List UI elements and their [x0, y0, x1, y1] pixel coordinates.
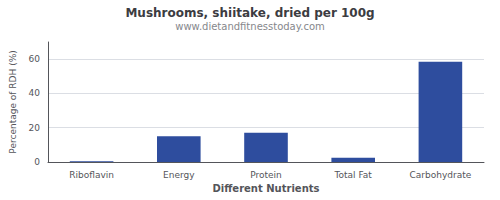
svg-text:Mushrooms, shiitake, dried per: Mushrooms, shiitake, dried per 100g [125, 6, 374, 20]
svg-text:Riboflavin: Riboflavin [69, 170, 114, 180]
svg-text:www.dietandfitnesstoday.com: www.dietandfitnesstoday.com [175, 21, 324, 32]
svg-text:0: 0 [34, 157, 40, 167]
svg-text:60: 60 [29, 54, 41, 64]
svg-text:Total Fat: Total Fat [334, 170, 373, 180]
svg-text:Energy: Energy [163, 170, 195, 180]
svg-text:40: 40 [29, 88, 41, 98]
svg-text:20: 20 [29, 123, 41, 133]
svg-text:Different Nutrients: Different Nutrients [213, 183, 320, 194]
svg-text:Percentage of RDH (%): Percentage of RDH (%) [8, 50, 18, 153]
svg-text:Protein: Protein [250, 170, 282, 180]
svg-text:Carbohydrate: Carbohydrate [410, 170, 472, 180]
